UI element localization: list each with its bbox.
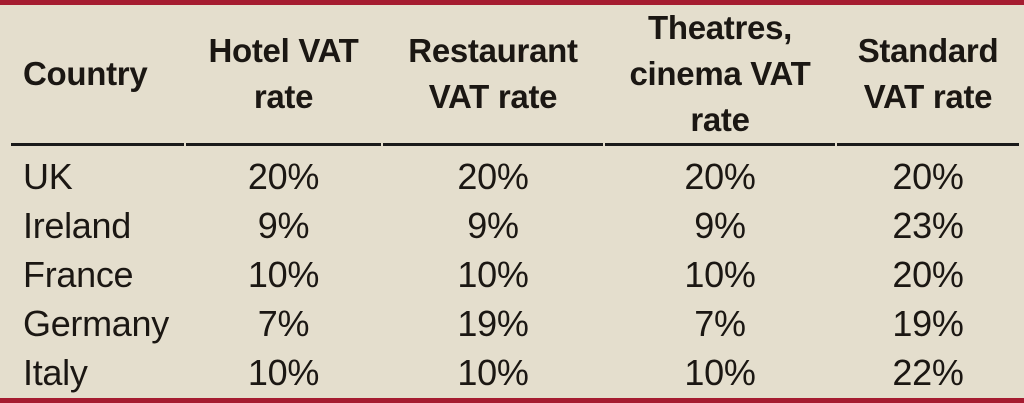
cell-standard-vat: 20% [892, 155, 964, 197]
table-header: Country Hotel VAT rate Restaurant VAT ra… [11, 5, 1019, 146]
cell-country: Ireland [23, 204, 131, 246]
cell-standard-vat: 22% [892, 351, 964, 393]
col-header-theatres-cinema-vat: Theatres, cinema VAT rate [605, 5, 835, 146]
col-header-country: Country [11, 5, 184, 146]
cell-country: UK [23, 155, 73, 197]
cell-restaurant-vat: 10% [457, 253, 529, 295]
cell-theatres-cinema-vat: 10% [684, 351, 756, 393]
cell-hotel-vat: 20% [247, 155, 320, 197]
cell-hotel-vat: 7% [257, 302, 310, 344]
cell-restaurant-vat: 20% [457, 155, 529, 197]
cell-restaurant-vat: 19% [457, 302, 529, 344]
table-row-italy: Italy 10% 10% 10% 22% [11, 348, 1019, 397]
table-body: UK 20% 20% 20% 20% Ireland 9% 9% 9% 23% … [11, 146, 1019, 397]
col-header-restaurant-vat: Restaurant VAT rate [383, 5, 603, 146]
table-row-france: France 10% 10% 10% 20% [11, 250, 1019, 299]
col-header-standard-vat: Standard VAT rate [837, 5, 1019, 146]
vat-rates-table: Country Hotel VAT rate Restaurant VAT ra… [9, 5, 1021, 397]
cell-country: France [23, 253, 134, 295]
cell-standard-vat: 23% [892, 204, 964, 246]
cell-theatres-cinema-vat: 10% [684, 253, 756, 295]
cell-theatres-cinema-vat: 7% [694, 302, 746, 344]
bottom-red-rule [0, 398, 1024, 403]
cell-theatres-cinema-vat: 20% [684, 155, 756, 197]
top-red-rule [0, 0, 1024, 5]
cell-hotel-vat: 10% [247, 253, 320, 295]
cell-country: Italy [23, 351, 88, 393]
table-row-germany: Germany 7% 19% 7% 19% [11, 299, 1019, 348]
cell-restaurant-vat: 10% [457, 351, 529, 393]
col-header-hotel-vat: Hotel VAT rate [186, 5, 381, 146]
table-row-ireland: Ireland 9% 9% 9% 23% [11, 201, 1019, 250]
cell-theatres-cinema-vat: 9% [694, 204, 746, 246]
cell-restaurant-vat: 9% [467, 204, 519, 246]
cell-hotel-vat: 10% [247, 351, 320, 393]
cell-standard-vat: 19% [892, 302, 964, 344]
cell-country: Germany [23, 302, 169, 344]
header-row: Country Hotel VAT rate Restaurant VAT ra… [11, 5, 1019, 146]
cell-standard-vat: 20% [892, 253, 964, 295]
table-row-uk: UK 20% 20% 20% 20% [11, 146, 1019, 201]
cell-hotel-vat: 9% [257, 204, 310, 246]
